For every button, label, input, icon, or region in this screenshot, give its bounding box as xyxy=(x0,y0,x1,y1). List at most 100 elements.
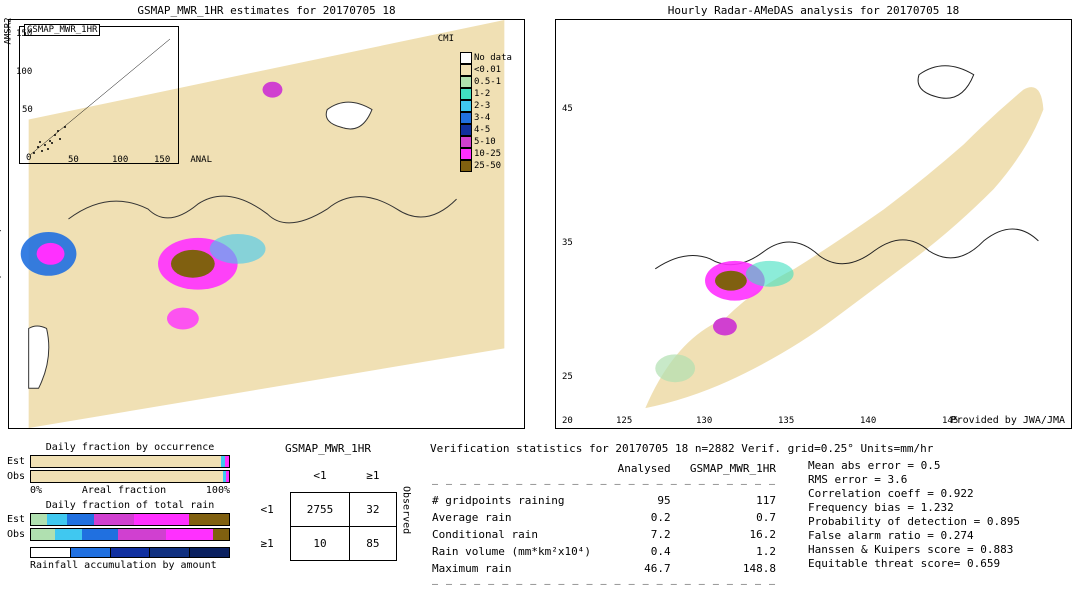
col-gsmap: GSMAP_MWR_1HR xyxy=(685,461,788,476)
color-legend: No data<0.010.5-11-22-33-44-55-1010-2525… xyxy=(460,52,518,172)
bars-title-2: Daily fraction of total rain xyxy=(30,500,230,511)
inset-y50: 50 xyxy=(22,105,33,115)
right-map-svg xyxy=(556,20,1071,428)
ct-h-ge1: ≥1 xyxy=(350,459,396,493)
ct-00: 2755 xyxy=(290,493,350,527)
r-x125: 125 xyxy=(616,416,632,426)
r-y45: 45 xyxy=(562,104,573,114)
ct-r-ge1: ≥1 xyxy=(245,527,291,561)
stats-right: Mean abs error = 0.5RMS error = 3.6Corre… xyxy=(808,459,1020,593)
s-r1-b: 0.7 xyxy=(685,510,788,525)
obs-rain-bar: Obs xyxy=(30,528,230,541)
provided-by: Provided by JWA/JMA xyxy=(951,415,1065,426)
s-r4-a: 46.7 xyxy=(614,561,682,576)
s-r4-b: 148.8 xyxy=(685,561,788,576)
ct-11: 85 xyxy=(350,527,396,561)
ct-10: 10 xyxy=(290,527,350,561)
stat-line: False alarm ratio = 0.274 xyxy=(808,529,1020,542)
left-map-box: AMSR2 NOAA-19/AMSU-A/MHS CMI xyxy=(8,19,525,429)
inset-y150: 150 xyxy=(16,29,32,39)
stat-line: RMS error = 3.6 xyxy=(808,473,1020,486)
s-r0-b: 117 xyxy=(685,493,788,508)
right-map-panel: Hourly Radar-AMeDAS analysis for 2017070… xyxy=(555,4,1072,440)
stat-line: Hanssen & Kuipers score = 0.883 xyxy=(808,543,1020,556)
s-r3-b: 1.2 xyxy=(685,544,788,559)
s-r1-l: Average rain xyxy=(432,510,612,525)
stat-line: Probability of detection = 0.895 xyxy=(808,515,1020,528)
est-occ-bar: Est xyxy=(30,455,230,468)
stat-line: Mean abs error = 0.5 xyxy=(808,459,1020,472)
maps-row: GSMAP_MWR_1HR estimates for 20170705 18 … xyxy=(0,0,1080,440)
legend-item: <0.01 xyxy=(460,64,518,76)
col-analysed: Analysed xyxy=(614,461,682,476)
legend-item: 4-5 xyxy=(460,124,518,136)
obs-label-2: Obs xyxy=(7,529,25,540)
right-map-title: Hourly Radar-AMeDAS analysis for 2017070… xyxy=(555,4,1072,17)
cmi-label: CMI xyxy=(438,34,454,44)
legend-item: 25-50 xyxy=(460,160,518,172)
ct-h-lt1: <1 xyxy=(290,459,350,493)
r-y35: 35 xyxy=(562,238,573,248)
r-y20: 20 xyxy=(562,416,573,426)
est-label-2: Est xyxy=(7,514,25,525)
inset-y100: 100 xyxy=(16,67,32,77)
r-y25: 25 xyxy=(562,372,573,382)
est-label-1: Est xyxy=(7,456,25,467)
stats-header: Verification statistics for 20170705 18 … xyxy=(430,442,1050,455)
inset-x50: 50 xyxy=(68,155,79,165)
ylabel-noaa: NOAA-19/AMSU-A/MHS xyxy=(0,205,3,324)
axis-100: 100% xyxy=(206,485,230,496)
r-x130: 130 xyxy=(696,416,712,426)
axis-0: 0% xyxy=(30,485,42,496)
s-r3-l: Rain volume (mm*km²x10⁴) xyxy=(432,544,612,559)
obs-occ-bar: Obs xyxy=(30,470,230,483)
observed-label: Observed xyxy=(401,486,412,534)
legend-item: 1-2 xyxy=(460,88,518,100)
left-map-panel: GSMAP_MWR_1HR estimates for 20170705 18 … xyxy=(8,4,525,440)
legend-item: No data xyxy=(460,52,518,64)
bottom-section: Daily fraction by occurrence Est Obs 0% … xyxy=(0,440,1080,593)
s-r2-a: 7.2 xyxy=(614,527,682,542)
s-r1-a: 0.2 xyxy=(614,510,682,525)
inset-x0: 0 xyxy=(26,153,31,163)
inset-scatter: GSMAP_MWR_1HR 150 100 50 0 50 100 150 xyxy=(19,26,179,164)
fraction-bars: Daily fraction by occurrence Est Obs 0% … xyxy=(30,442,230,593)
left-map-title: GSMAP_MWR_1HR estimates for 20170705 18 xyxy=(8,4,525,17)
s-r3-a: 0.4 xyxy=(614,544,682,559)
obs-label-1: Obs xyxy=(7,471,25,482)
s-r2-l: Conditional rain xyxy=(432,527,612,542)
stat-line: Correlation coeff = 0.922 xyxy=(808,487,1020,500)
ct-01: 32 xyxy=(350,493,396,527)
right-map-box: 45 35 25 20 125 130 135 140 145 Provided… xyxy=(555,19,1072,429)
est-rain-bar: Est xyxy=(30,513,230,526)
r-x140: 140 xyxy=(860,416,876,426)
axis-mid: Areal fraction xyxy=(82,485,166,496)
legend-item: 2-3 xyxy=(460,100,518,112)
stat-line: Frequency bias = 1.232 xyxy=(808,501,1020,514)
rain-caption: Rainfall accumulation by amount xyxy=(30,560,230,571)
contingency-table: <1 ≥1 <1 2755 32 ≥1 10 85 xyxy=(245,459,397,561)
s-r4-l: Maximum rain xyxy=(432,561,612,576)
stats-table: Analysed GSMAP_MWR_1HR — — — — — — — — —… xyxy=(430,459,790,593)
r-x135: 135 xyxy=(778,416,794,426)
contingency-col: GSMAP_MWR_1HR <1 ≥1 <1 2755 32 ≥1 10 85 xyxy=(248,442,408,593)
s-r0-l: # gridpoints raining xyxy=(432,493,612,508)
legend-item: 0.5-1 xyxy=(460,76,518,88)
inset-x150: 150 xyxy=(154,155,170,165)
inset-anal: ANAL xyxy=(190,155,212,165)
dash1: — — — — — — — — — — — — — — — — — — — — … xyxy=(432,478,788,491)
stats-col: Verification statistics for 20170705 18 … xyxy=(426,442,1050,593)
legend-item: 10-25 xyxy=(460,148,518,160)
ct-r-lt1: <1 xyxy=(245,493,291,527)
s-r2-b: 16.2 xyxy=(685,527,788,542)
stat-line: Equitable threat score= 0.659 xyxy=(808,557,1020,570)
inset-svg xyxy=(20,27,180,165)
ct-title: GSMAP_MWR_1HR xyxy=(248,442,408,455)
rain-accum-legend xyxy=(30,547,230,558)
s-r0-a: 95 xyxy=(614,493,682,508)
bars-title-1: Daily fraction by occurrence xyxy=(30,442,230,453)
axis-row-1: 0% Areal fraction 100% xyxy=(30,485,230,496)
dash2: — — — — — — — — — — — — — — — — — — — — … xyxy=(432,578,788,591)
inset-x100: 100 xyxy=(112,155,128,165)
legend-item: 5-10 xyxy=(460,136,518,148)
